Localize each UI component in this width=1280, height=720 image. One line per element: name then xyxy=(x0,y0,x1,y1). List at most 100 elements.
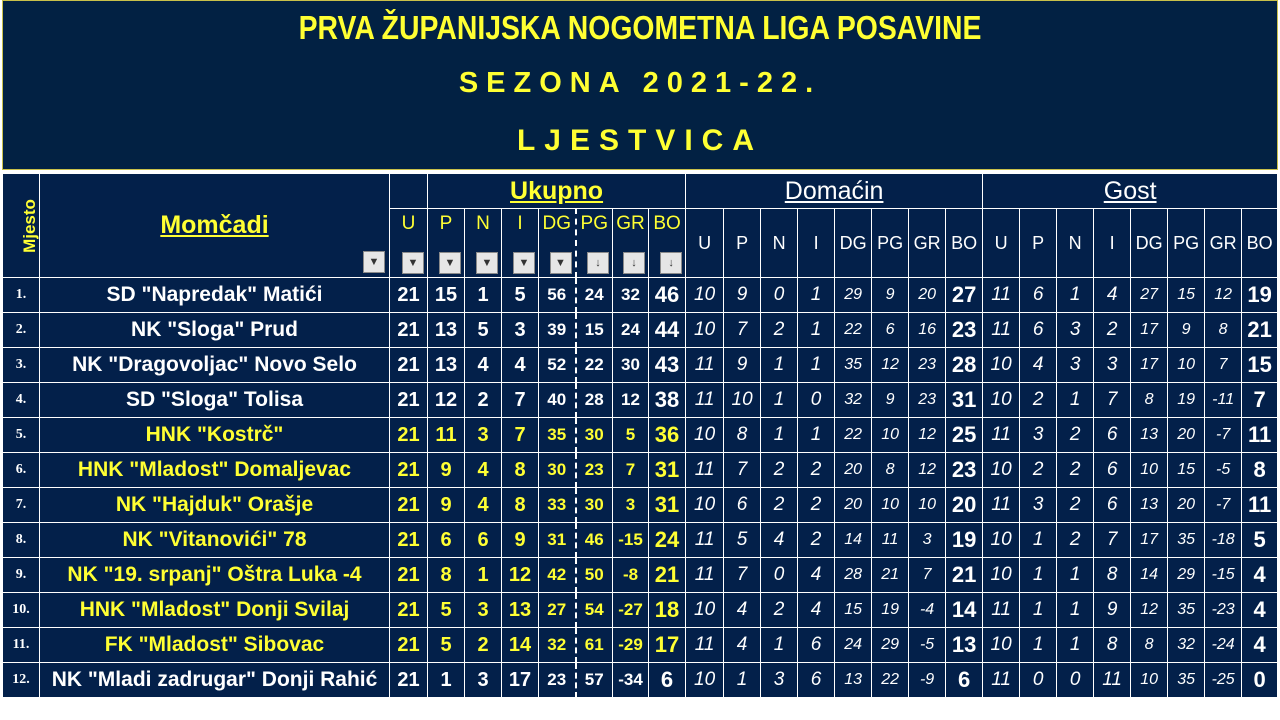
home-p-cell: 7 xyxy=(723,312,762,348)
home-gr-cell: -5 xyxy=(908,627,947,663)
team-header: Momčadi ▼ xyxy=(39,173,390,278)
home-u-cell: 10 xyxy=(685,662,725,698)
home-col-header-pg: PG xyxy=(871,208,910,278)
total-pg-cell: 30 xyxy=(575,487,613,523)
total-col-label: PG xyxy=(580,213,608,234)
filter-dropdown-icon[interactable]: ▼ xyxy=(402,252,424,274)
home-i-cell: 4 xyxy=(797,592,836,628)
away-gr-cell: -7 xyxy=(1204,417,1243,453)
total-n-cell: 2 xyxy=(464,382,502,418)
total-bo-cell: 31 xyxy=(647,452,687,488)
total-gr-cell: -27 xyxy=(612,592,649,628)
filter-dropdown-icon[interactable]: ▼ xyxy=(439,252,461,274)
home-gr-cell: 12 xyxy=(908,452,947,488)
away-gr-cell: -24 xyxy=(1204,627,1243,663)
away-u-cell: 10 xyxy=(982,522,1021,558)
away-bo-cell: 11 xyxy=(1241,487,1279,523)
home-u-cell: 10 xyxy=(685,592,725,628)
home-bo-cell: 20 xyxy=(945,487,984,523)
total-col-label: BO xyxy=(653,213,681,234)
total-p-cell: 11 xyxy=(427,417,465,453)
total-dg-cell: 33 xyxy=(538,487,577,523)
total-n-cell: 4 xyxy=(464,347,502,383)
away-i-cell: 6 xyxy=(1093,452,1132,488)
standings-title: LJESTVICA xyxy=(516,124,764,157)
total-col-label: GR xyxy=(616,213,645,234)
total-gr-cell: 32 xyxy=(612,277,649,313)
away-i-cell: 7 xyxy=(1093,382,1132,418)
away-dg-cell: 27 xyxy=(1130,277,1169,313)
away-p-cell: 0 xyxy=(1019,662,1058,698)
away-group-header: Gost xyxy=(982,173,1279,209)
home-bo-cell: 19 xyxy=(945,522,984,558)
home-u-cell: 11 xyxy=(685,557,725,593)
away-u-cell: 11 xyxy=(982,487,1021,523)
team-name-cell: FK "Mladost" Sibovac xyxy=(39,627,390,663)
home-dg-cell: 22 xyxy=(834,312,873,348)
away-n-cell: 2 xyxy=(1056,487,1095,523)
away-gr-cell: 8 xyxy=(1204,312,1243,348)
away-i-cell: 11 xyxy=(1093,662,1132,698)
total-gr-cell: 24 xyxy=(612,312,649,348)
table-row: 6. HNK "Mladost" Domaljevac 21 9 4 8 30 23 7 31 11… xyxy=(2,452,1279,488)
away-bo-cell: 5 xyxy=(1241,522,1279,558)
table-row: 9. NK "19. srpanj" Oštra Luka -4 21 8 1 12 42 5… xyxy=(2,557,1279,593)
away-u-cell: 11 xyxy=(982,417,1021,453)
home-pg-cell: 9 xyxy=(871,382,910,418)
home-i-cell: 6 xyxy=(797,662,836,698)
home-gr-cell: 12 xyxy=(908,417,947,453)
away-p-cell: 6 xyxy=(1019,277,1058,313)
home-dg-cell: 24 xyxy=(834,627,873,663)
total-n-cell: 6 xyxy=(464,522,502,558)
away-p-cell: 1 xyxy=(1019,557,1058,593)
filter-dropdown-icon[interactable]: ▼ xyxy=(513,252,535,274)
total-bo-cell: 31 xyxy=(647,487,687,523)
total-gr-cell: 7 xyxy=(612,452,649,488)
away-pg-cell: 20 xyxy=(1167,487,1206,523)
home-col-header-dg: DG xyxy=(834,208,873,278)
home-i-cell: 1 xyxy=(797,347,836,383)
away-bo-cell: 11 xyxy=(1241,417,1279,453)
total-dg-cell: 32 xyxy=(538,627,577,663)
home-dg-cell: 13 xyxy=(834,662,873,698)
sort-descending-icon[interactable]: ↓ xyxy=(660,252,683,274)
home-pg-cell: 12 xyxy=(871,347,910,383)
total-dg-cell: 27 xyxy=(538,592,577,628)
rank-cell: 4. xyxy=(2,382,40,418)
total-dg-cell: 31 xyxy=(538,522,577,558)
table-row: 1. SD "Napredak" Matići 21 15 1 5 56 24 32 46 10 9 0… xyxy=(2,277,1279,313)
team-name-cell: SD "Napredak" Matići xyxy=(39,277,390,313)
home-p-cell: 10 xyxy=(723,382,762,418)
away-col-header-i: I xyxy=(1093,208,1132,278)
table-row: 11. FK "Mladost" Sibovac 21 5 2 14 32 61 -29 17 11… xyxy=(2,627,1279,663)
away-pg-cell: 20 xyxy=(1167,417,1206,453)
standings-body: 1. SD "Napredak" Matići 21 15 1 5 56 24 32 46 10 9 0… xyxy=(2,277,1279,698)
away-pg-cell: 35 xyxy=(1167,662,1206,698)
total-n-cell: 1 xyxy=(464,277,502,313)
home-i-cell: 4 xyxy=(797,557,836,593)
away-n-cell: 2 xyxy=(1056,417,1095,453)
filter-dropdown-icon[interactable]: ▼ xyxy=(476,252,498,274)
away-bo-cell: 15 xyxy=(1241,347,1279,383)
sort-descending-icon[interactable]: ↓ xyxy=(587,252,609,274)
home-bo-cell: 28 xyxy=(945,347,984,383)
rank-cell: 2. xyxy=(2,312,40,348)
total-u-cell: 21 xyxy=(389,522,428,558)
home-bo-cell: 21 xyxy=(945,557,984,593)
filter-dropdown-icon[interactable]: ▼ xyxy=(549,252,572,274)
rank-header-label: Mjesto xyxy=(19,198,39,253)
home-p-cell: 1 xyxy=(723,662,762,698)
away-pg-cell: 10 xyxy=(1167,347,1206,383)
away-bo-cell: 4 xyxy=(1241,627,1279,663)
home-group-header: Domaćin xyxy=(685,173,984,209)
total-dg-cell: 30 xyxy=(538,452,577,488)
away-pg-cell: 32 xyxy=(1167,627,1206,663)
filter-dropdown-icon[interactable]: ▼ xyxy=(363,251,385,273)
home-n-cell: 1 xyxy=(760,347,799,383)
sort-descending-icon[interactable]: ↓ xyxy=(623,252,645,274)
total-i-cell: 3 xyxy=(501,312,539,348)
team-name-cell: NK "Sloga" Prud xyxy=(39,312,390,348)
away-i-cell: 8 xyxy=(1093,557,1132,593)
home-bo-cell: 25 xyxy=(945,417,984,453)
total-gr-cell: 5 xyxy=(612,417,649,453)
